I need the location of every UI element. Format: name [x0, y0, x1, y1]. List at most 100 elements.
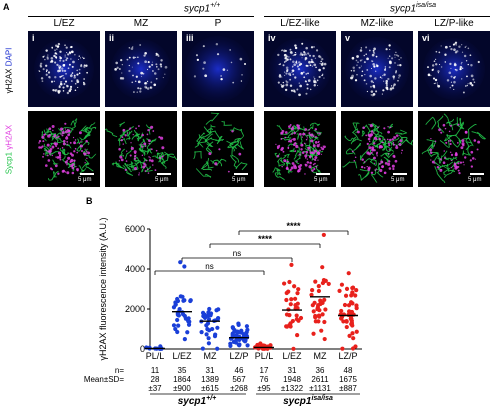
data-point — [316, 319, 321, 324]
sd-value: ±37 — [148, 384, 162, 393]
y-axis-label: γH2AX fluorescence intensity (A.U.) — [98, 217, 108, 360]
data-point — [343, 293, 349, 298]
micrograph-iii-merge: 5 μm — [182, 111, 254, 187]
mean-value: 567 — [232, 375, 246, 384]
data-point — [206, 317, 212, 322]
data-point — [293, 296, 298, 301]
data-point — [176, 323, 181, 328]
micrograph-vi-merge: 5 μm — [418, 111, 490, 187]
n-value: 36 — [316, 366, 325, 375]
data-point — [208, 313, 213, 318]
data-point — [320, 280, 326, 286]
data-point — [294, 317, 299, 322]
stage-label-mz-like: MZ-like — [360, 18, 394, 29]
data-point — [175, 329, 180, 335]
sd-value: ±900 — [173, 384, 191, 393]
data-point — [350, 290, 355, 295]
mean-value: 28 — [151, 375, 160, 384]
data-point — [289, 297, 294, 302]
x-category-label: LZ/P — [338, 351, 357, 361]
group-label-mutant: sycp1isa/isa — [283, 395, 333, 407]
data-point — [284, 290, 289, 296]
data-point — [288, 302, 293, 307]
significance-label: **** — [286, 221, 301, 231]
data-point — [346, 303, 352, 308]
panel-b-label: B — [86, 196, 93, 206]
data-point — [215, 316, 220, 322]
data-point — [349, 320, 354, 326]
stage-label-lzp-like: LZ/P-like — [434, 18, 474, 29]
data-point — [186, 319, 191, 324]
data-point — [230, 332, 235, 338]
data-point — [242, 339, 248, 344]
data-point — [284, 297, 289, 303]
data-point — [291, 346, 296, 351]
data-point — [183, 316, 188, 321]
data-point — [354, 329, 359, 334]
data-point — [232, 329, 237, 334]
data-point — [353, 293, 358, 298]
x-category-label: MZ — [314, 351, 327, 361]
n-value: 48 — [344, 366, 353, 375]
y-tick-label: 0 — [140, 344, 145, 354]
data-point — [200, 346, 205, 351]
data-point — [185, 330, 190, 335]
data-point — [244, 324, 250, 329]
significance-label: **** — [258, 234, 273, 244]
data-point — [186, 322, 192, 327]
x-category-label: PL/L — [255, 351, 274, 361]
data-point — [312, 300, 317, 305]
micrograph-iii-dapi: iii — [182, 31, 254, 107]
micrograph-i-dapi: i — [28, 31, 100, 107]
data-point — [321, 232, 326, 238]
n-value: 11 — [151, 366, 160, 375]
data-point — [316, 288, 322, 294]
sd-value: ±615 — [201, 384, 219, 393]
data-point — [215, 325, 220, 330]
n-row-label: n= — [115, 366, 124, 375]
stage-label-lez: L/EZ — [53, 18, 75, 29]
data-point — [313, 313, 318, 319]
data-point — [340, 346, 345, 351]
data-point — [177, 307, 182, 312]
data-point — [319, 328, 324, 333]
data-point — [320, 265, 325, 270]
data-point — [326, 281, 331, 287]
mutant-header-bracket — [264, 16, 490, 17]
data-point — [188, 298, 193, 303]
micrograph-vi-dapi: vi — [418, 31, 490, 107]
data-point — [320, 300, 325, 305]
micrograph-ii-merge: 5 μm — [105, 111, 177, 187]
mean-value: 1864 — [173, 375, 191, 384]
data-point — [311, 309, 316, 314]
micrograph-v-merge: 5 μm — [341, 111, 413, 187]
micrograph-i-merge: 5 μm — [28, 111, 100, 187]
data-point — [268, 343, 273, 348]
significance-label: ns — [233, 249, 241, 258]
data-point — [214, 308, 219, 313]
data-point — [315, 307, 320, 312]
data-point — [199, 330, 204, 335]
data-point — [322, 319, 327, 325]
data-point — [354, 303, 359, 308]
data-point — [348, 300, 354, 305]
data-point — [202, 315, 208, 321]
data-point — [341, 319, 346, 324]
data-point — [178, 260, 183, 265]
x-category-label: LZ/P — [229, 351, 248, 361]
data-point — [337, 288, 342, 293]
data-point — [350, 346, 356, 351]
micrograph-iv-merge: 5 μm — [264, 111, 336, 187]
group-label-wildtype: sycp1+/+ — [178, 395, 216, 407]
data-point — [213, 332, 218, 337]
data-point — [322, 336, 327, 342]
data-point — [323, 307, 328, 312]
data-point — [350, 285, 356, 290]
data-point — [339, 282, 345, 287]
data-point — [205, 326, 210, 332]
data-point — [282, 281, 287, 286]
data-point — [295, 291, 300, 296]
data-point — [309, 292, 314, 298]
data-point — [296, 287, 301, 292]
